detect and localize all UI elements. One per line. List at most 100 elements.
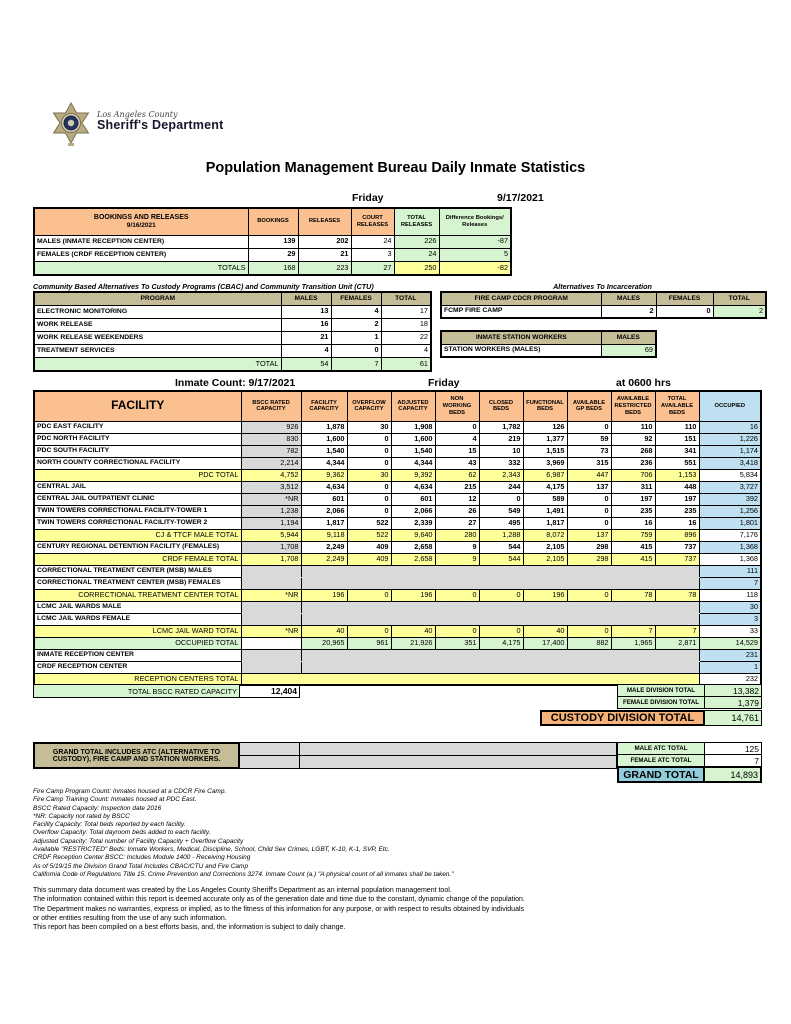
value-cell: 139 <box>247 234 299 249</box>
fire-camp-section: FIRE CAMP CDCR PROGRAM MALES FEMALES TOTAL F… <box>440 291 767 319</box>
value-cell: 0 <box>566 420 612 434</box>
facility-column-header: AVAILABLE GP BEDS <box>566 390 612 422</box>
value-cell: 2 <box>712 304 767 319</box>
cbac-row: TREATMENT SERVICES 4 0 4 <box>33 343 432 358</box>
occupied-total-value: 882 <box>566 636 612 650</box>
value-cell: 4,344 <box>390 456 436 470</box>
value-cell: 2,339 <box>390 516 436 530</box>
footnote-line: California Code of Regulations Title 15.… <box>33 870 454 878</box>
inmate-count-time: at 0600 hrs <box>616 377 671 389</box>
value-cell: 43 <box>434 456 480 470</box>
facility-label: CENTURY REGIONAL DETENTION FACILITY (FEM… <box>33 540 242 554</box>
bscc-cell <box>240 612 302 626</box>
bookings-row: MALES (INMATE RECEPTION CENTER) 139 202 24 2… <box>33 234 512 249</box>
value-cell: 1,515 <box>522 444 568 458</box>
value-cell: 1,377 <box>522 432 568 446</box>
grand-total-label: GRAND TOTAL <box>617 766 705 783</box>
value-cell: 2,658 <box>390 540 436 554</box>
subtotal-value: 137 <box>566 528 612 542</box>
value-cell: 522 <box>346 516 392 530</box>
value-cell: 202 <box>297 234 352 249</box>
bookings-row: FEMALES (CRDF RECEPTION CENTER) 29 21 3 24 5 <box>33 247 512 262</box>
row-label: WORK RELEASE <box>33 317 282 332</box>
value-cell: 0 <box>478 492 524 506</box>
subtotal-value: 1,288 <box>478 528 524 542</box>
facility-column-header: CLOSED BEDS <box>478 390 524 422</box>
subtotal-value: 0 <box>434 624 480 638</box>
value-cell: 73 <box>566 444 612 458</box>
facility-row: PDC NORTH FACILITY 830 1,600 0 1,600 4 219 1,37… <box>33 432 762 446</box>
value-cell: 4 <box>380 343 432 358</box>
value-cell: 4 <box>280 343 332 358</box>
row-label: ELECTRONIC MONITORING <box>33 304 282 319</box>
subtotal-value: 737 <box>654 552 700 566</box>
facility-label: NORTH COUNTY CORRECTIONAL FACILITY <box>33 456 242 470</box>
value-cell: 151 <box>654 432 700 446</box>
bookings-totals-row: TOTALS 168 223 27 250 -82 <box>33 260 512 276</box>
value-cell: 15 <box>434 444 480 458</box>
value-cell: 27 <box>434 516 480 530</box>
subtotal-value: 40 <box>522 624 568 638</box>
cbac-row: WORK RELEASE WEEKENDERS 21 1 22 <box>33 330 432 345</box>
subtotal-value: 0 <box>346 624 392 638</box>
value-cell: 1,256 <box>698 504 762 518</box>
station-workers-column-header: INMATE STATION WORKERS <box>440 330 602 345</box>
cbac-section: PROGRAM MALES FEMALES TOTAL ELECTRONIC MONIT… <box>33 291 432 372</box>
facility-label: TWIN TOWERS CORRECTIONAL FACILITY-TOWER … <box>33 504 242 518</box>
value-cell: 0 <box>566 516 612 530</box>
facility-label: TWIN TOWERS CORRECTIONAL FACILITY-TOWER … <box>33 516 242 530</box>
value-cell: 3,512 <box>240 480 302 494</box>
occupied-total-value: 14,529 <box>698 636 762 650</box>
value-cell: 13 <box>280 304 332 319</box>
value-cell: 30 <box>346 420 392 434</box>
grand-total-gray-cell <box>239 742 300 756</box>
subtotal-value: 40 <box>390 624 436 638</box>
value-cell: 448 <box>654 480 700 494</box>
reception-total-band <box>240 672 700 686</box>
value-cell: 1,878 <box>300 420 348 434</box>
value-cell: 244 <box>478 480 524 494</box>
disclaimer: This summary data document was created b… <box>33 886 525 932</box>
value-cell: 549 <box>478 504 524 518</box>
inmate-count-table: FACILITY BSCC RATED CAPACITY FACILITY CAPA… <box>33 390 762 686</box>
value-cell: 0 <box>346 480 392 494</box>
facility-row: CENTRAL JAIL OUTPATIENT CLINIC *NR 601 0 601… <box>33 492 762 506</box>
cbac-row: WORK RELEASE 16 2 18 <box>33 317 432 332</box>
bookings-section: BOOKINGS AND RELEASES 9/16/2021 BOOKINGS RE… <box>33 207 512 276</box>
total-label: TOTAL <box>33 356 282 372</box>
subtotal-value: 78 <box>610 588 656 602</box>
subtotal-value: 280 <box>434 528 480 542</box>
footnote-line: Fire Camp Training Count: Inmates housed… <box>33 796 197 804</box>
facility-row: PDC SOUTH FACILITY 782 1,540 0 1,540 15 10 1,51… <box>33 444 762 458</box>
value-cell: 16 <box>698 420 762 434</box>
footnotes: Fire Camp Program Count: Inmates housed … <box>33 788 454 879</box>
occupied-cell: 3 <box>698 612 762 626</box>
subtotal-value: 522 <box>346 528 392 542</box>
subtotal-value: 298 <box>566 552 612 566</box>
subtotal-value: 5,834 <box>698 468 762 482</box>
value-cell: 2,066 <box>390 504 436 518</box>
value-cell: 1,540 <box>300 444 348 458</box>
value-cell: 197 <box>610 492 656 506</box>
subtotal-value: 447 <box>566 468 612 482</box>
facility-row: LCMC JAIL WARDS FEMALE 3 <box>33 612 762 626</box>
bookings-table: BOOKINGS AND RELEASES 9/16/2021 BOOKINGS RE… <box>33 207 512 276</box>
facility-column-header: FUNCTIONAL BEDS <box>522 390 568 422</box>
inmate-count-section: FACILITY BSCC RATED CAPACITY FACILITY CAPA… <box>33 390 762 686</box>
value-cell: 830 <box>240 432 302 446</box>
occupied-total-value: 20,965 <box>300 636 348 650</box>
subtotal-value: 1,708 <box>240 552 302 566</box>
value-cell: *NR <box>240 492 302 506</box>
bookings-header-title: BOOKINGS AND RELEASES <box>93 213 189 221</box>
subtotal-value: 30 <box>346 468 392 482</box>
facility-row: CORRECTIONAL TREATMENT CENTER (MSB) FEMA… <box>33 576 762 590</box>
facility-label: CORRECTIONAL TREATMENT CENTER (MSB) MALE… <box>33 564 242 578</box>
value-cell: 4,634 <box>300 480 348 494</box>
subtotal-value: 40 <box>300 624 348 638</box>
occupied-cell: 111 <box>698 564 762 578</box>
grand-total-note-line2: CUSTODY), FIRE CAMP AND STATION WORKERS. <box>52 755 221 763</box>
subtotal-value: 9 <box>434 552 480 566</box>
value-cell: 197 <box>654 492 700 506</box>
value-cell: 4,344 <box>300 456 348 470</box>
facility-label: PDC NORTH FACILITY <box>33 432 242 446</box>
